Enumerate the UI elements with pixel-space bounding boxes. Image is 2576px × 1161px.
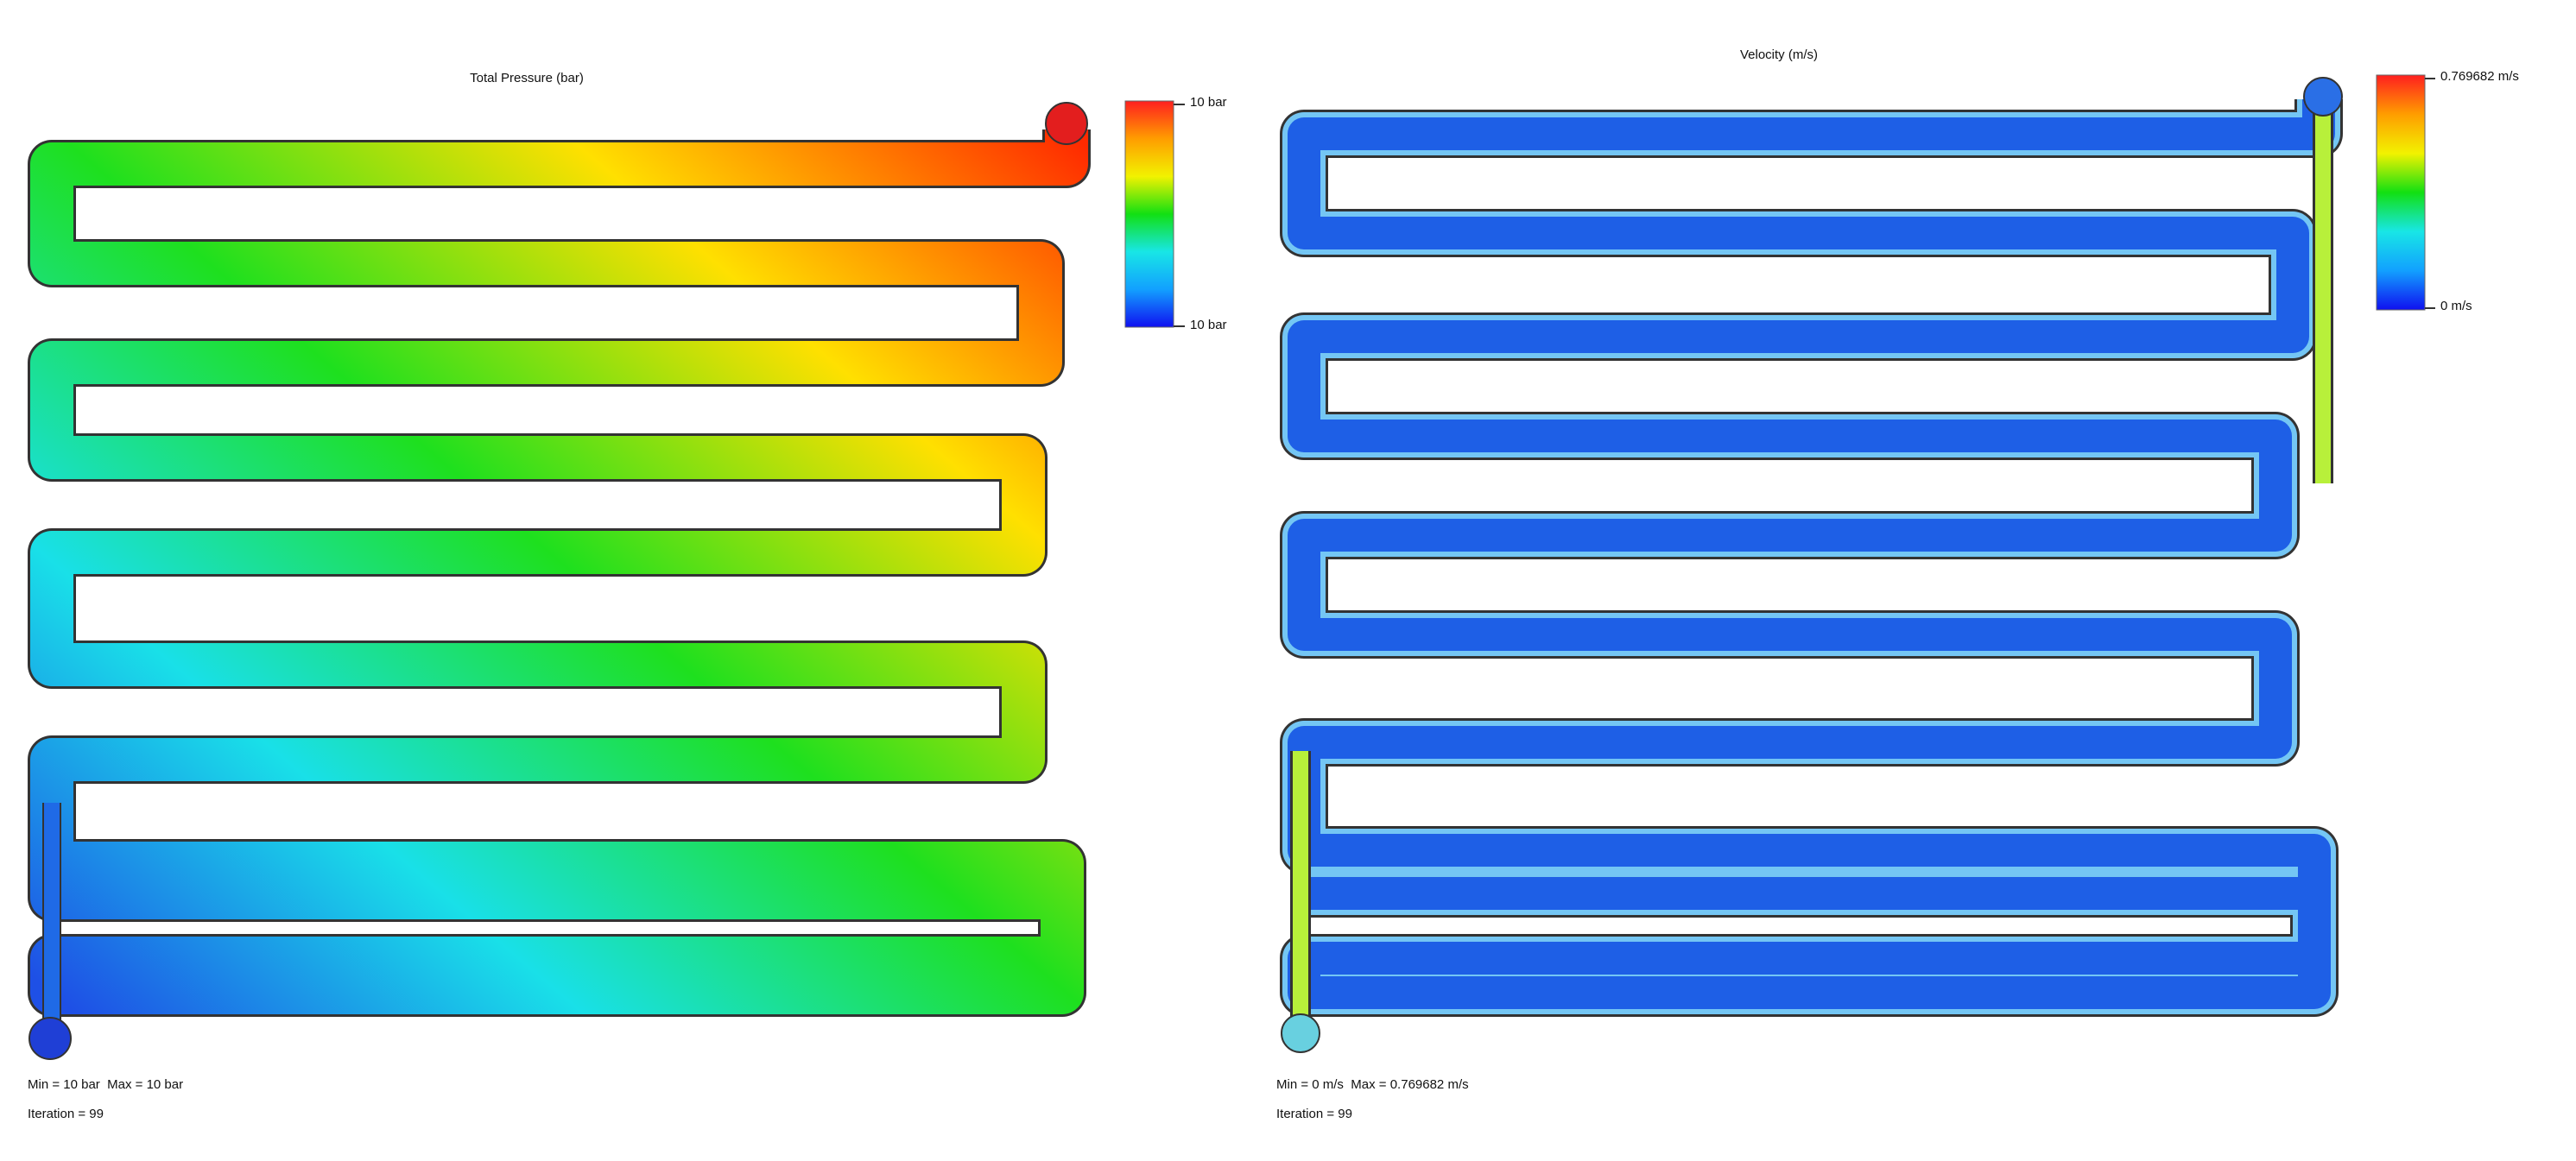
pressure-title: Total Pressure (bar) — [470, 71, 584, 85]
velocity-min-text: Min = 0 m/s — [1276, 1077, 1344, 1092]
velocity-colorbar — [2376, 74, 2426, 311]
pressure-channel-fill — [30, 129, 1088, 1014]
pressure-colorbar-min-label: 10 bar — [1190, 318, 1227, 332]
pressure-max-text: Max = 10 bar — [107, 1077, 184, 1092]
velocity-panel — [1280, 74, 2435, 1053]
pressure-min-max-readout: Min = 10 bar Max = 10 bar — [28, 1077, 183, 1092]
pressure-min-text: Min = 10 bar — [28, 1077, 100, 1092]
pressure-channel-body — [28, 129, 1091, 1027]
velocity-max-text: Max = 0.769682 m/s — [1351, 1077, 1469, 1092]
pressure-iteration-text: Iteration = 99 — [28, 1107, 104, 1121]
pressure-panel — [28, 100, 1185, 1060]
velocity-inlet-port — [2303, 77, 2343, 117]
velocity-channel-core — [1288, 99, 2335, 1009]
velocity-colorbar-min-label: 0 m/s — [2440, 299, 2472, 313]
velocity-min-max-readout: Min = 0 m/s Max = 0.769682 m/s — [1276, 1077, 1469, 1092]
velocity-colorbar-max-label: 0.769682 m/s — [2440, 69, 2519, 84]
pressure-outlet-port — [28, 1017, 72, 1060]
velocity-iteration-text: Iteration = 99 — [1276, 1107, 1352, 1121]
pressure-colorbar — [1124, 100, 1174, 328]
velocity-outlet-port — [1281, 1013, 1320, 1053]
pressure-colorbar-max-label: 10 bar — [1190, 95, 1227, 110]
velocity-title: Velocity (m/s) — [1739, 47, 1819, 62]
pressure-inlet-port — [1045, 102, 1088, 145]
